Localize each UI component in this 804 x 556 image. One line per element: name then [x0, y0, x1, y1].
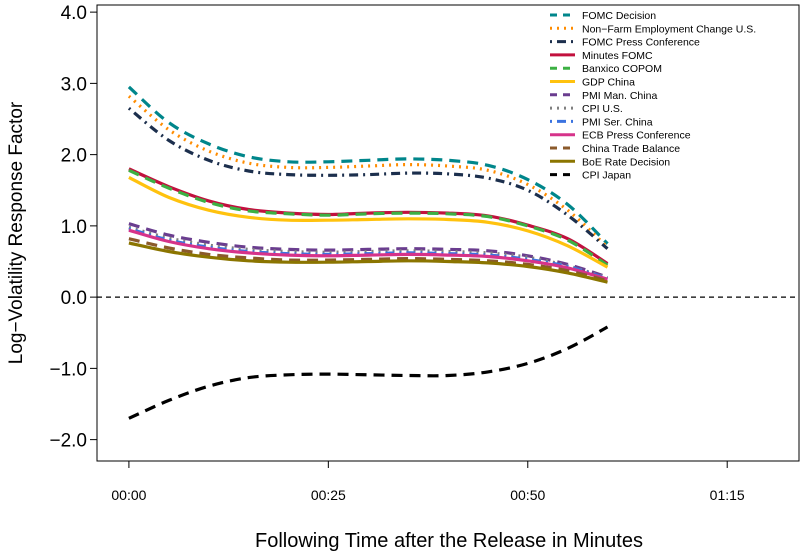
y-tick-label: 3.0 [61, 74, 87, 95]
legend-label-10: China Trade Balance [582, 143, 680, 155]
x-axis-title: Following Time after the Release in Minu… [255, 530, 643, 552]
legend-label-3: Minutes FOMC [582, 50, 653, 62]
series-line-0 [127, 85, 609, 245]
x-tick-label: 00:50 [510, 487, 545, 503]
series-line-12 [128, 325, 609, 420]
x-tick-label: 00:25 [311, 487, 346, 503]
series-line-5 [128, 175, 609, 269]
y-tick-label: −2.0 [49, 431, 87, 452]
y-tick-label: −1.0 [49, 359, 87, 380]
series-line-6 [128, 222, 609, 279]
legend-label-9: ECB Press Conference [582, 130, 691, 142]
legend-label-8: PMI Ser. China [582, 116, 653, 128]
legend-label-7: CPI U.S. [582, 103, 623, 115]
y-axis-title: Log−Volatility Response Factor [6, 101, 27, 364]
legend-label-4: Banxico COPOM [582, 63, 662, 75]
y-tick-label: 0.0 [61, 288, 87, 309]
y-tick-label: 1.0 [61, 217, 87, 238]
series-layer [127, 85, 609, 420]
legend-label-5: GDP China [582, 77, 635, 89]
y-tick-label: 2.0 [61, 146, 87, 167]
legend-label-11: BoE Rate Decision [582, 156, 670, 168]
series-line-9 [128, 228, 608, 281]
legend-label-0: FOMC Decision [582, 10, 656, 22]
legend-label-1: Non−Farm Employment Change U.S. [582, 23, 756, 35]
y-tick-label: 4.0 [61, 3, 87, 24]
legend-label-6: PMI Man. China [582, 90, 657, 102]
x-axis: 00:00 00:25 00:50 01:15 [111, 461, 745, 503]
series-line-10 [128, 237, 608, 283]
plot-frame [96, 4, 800, 462]
legend-label-12: CPI Japan [582, 170, 631, 182]
series-line-1 [127, 94, 609, 249]
x-tick-label: 00:00 [111, 487, 146, 503]
legend-label-2: FOMC Press Conference [582, 37, 700, 49]
series-line-3 [128, 167, 609, 265]
series-line-2 [127, 107, 609, 250]
x-tick-label: 01:15 [710, 487, 745, 503]
series-line-11 [128, 241, 608, 284]
y-axis: −2.0 −1.0 0.0 1.0 2.0 3.0 4.0 [49, 3, 97, 452]
